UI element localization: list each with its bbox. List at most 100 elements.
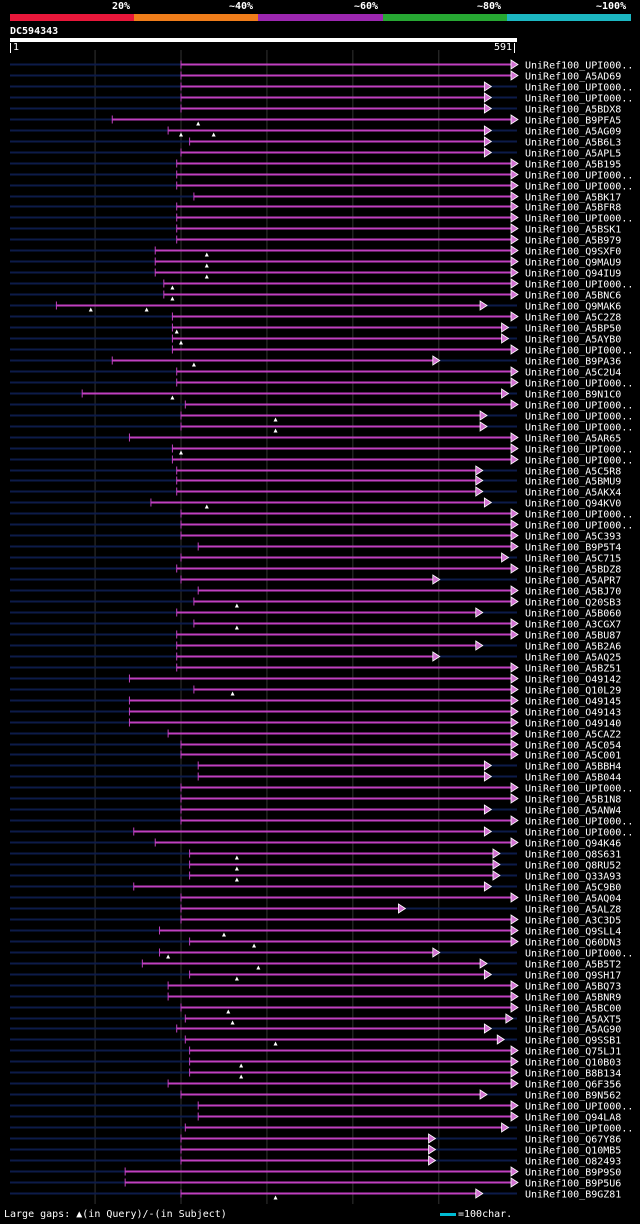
- hit-row[interactable]: UniRef100_A3CGX7: [10, 618, 621, 631]
- hit-label[interactable]: UniRef100_UPI000..: [525, 412, 633, 423]
- hit-label[interactable]: UniRef100_A5ALZ8: [525, 905, 621, 916]
- hit-row[interactable]: UniRef100_UPI000..: [10, 180, 633, 193]
- hit-row[interactable]: UniRef100_Q67Y86: [10, 1133, 621, 1146]
- hit-label[interactable]: UniRef100_Q9SXF0: [525, 247, 621, 258]
- hit-label[interactable]: UniRef100_UPI000..: [525, 828, 633, 839]
- hit-row[interactable]: UniRef100_A5AG09: [10, 125, 621, 138]
- hit-row[interactable]: UniRef100_A5BQ73: [10, 980, 621, 993]
- hit-label[interactable]: UniRef100_UPI000..: [525, 94, 633, 105]
- hit-row[interactable]: UniRef100_A5AQ04: [10, 892, 621, 905]
- hit-label[interactable]: UniRef100_UPI000..: [525, 521, 633, 532]
- hit-row[interactable]: UniRef100_B9P5T4: [10, 541, 621, 554]
- hit-label[interactable]: UniRef100_Q6F356: [525, 1080, 621, 1091]
- hit-label[interactable]: UniRef100_A5C054: [525, 741, 621, 752]
- hit-row[interactable]: UniRef100_A5C2U4: [10, 366, 621, 379]
- hit-row[interactable]: UniRef100_A5ALZ8: [10, 903, 621, 916]
- hit-row[interactable]: UniRef100_B9PFA5: [10, 114, 621, 127]
- hit-row[interactable]: UniRef100_B9N1C0: [10, 388, 621, 401]
- hit-row[interactable]: UniRef100_A5BZ51: [10, 662, 621, 675]
- hit-row[interactable]: UniRef100_Q60DN3: [10, 936, 621, 949]
- hit-label[interactable]: UniRef100_A5B979: [525, 236, 621, 247]
- hit-label[interactable]: UniRef100_A5CAZ2: [525, 730, 621, 741]
- hit-label[interactable]: UniRef100_B9P5T4: [525, 543, 621, 554]
- hit-label[interactable]: UniRef100_A5C9B0: [525, 883, 621, 894]
- hit-row[interactable]: UniRef100_A5BK17: [10, 191, 621, 204]
- hit-label[interactable]: UniRef100_A5B1N8: [525, 795, 621, 806]
- hit-label[interactable]: UniRef100_A5BNC6: [525, 291, 621, 302]
- hit-label[interactable]: UniRef100_O49142: [525, 675, 621, 686]
- hit-row[interactable]: UniRef100_B9N562: [10, 1089, 621, 1102]
- hit-label[interactable]: UniRef100_A5B2A6: [525, 642, 621, 653]
- hit-row[interactable]: UniRef100_A5B979: [10, 234, 621, 247]
- hit-label[interactable]: UniRef100_UPI000..: [525, 949, 633, 960]
- hit-label[interactable]: UniRef100_B9P5U6: [525, 1179, 621, 1190]
- hit-label[interactable]: UniRef100_Q75LJ1: [525, 1047, 621, 1058]
- hit-label[interactable]: UniRef100_Q94KV0: [525, 499, 621, 510]
- hit-row[interactable]: UniRef100_A5ANW4: [10, 804, 621, 817]
- hit-row[interactable]: UniRef100_Q10L29: [10, 684, 621, 697]
- hit-label[interactable]: UniRef100_UPI000..: [525, 280, 633, 291]
- hit-row[interactable]: UniRef100_UPI000..: [10, 443, 633, 456]
- hit-row[interactable]: UniRef100_A5B2A6: [10, 640, 621, 653]
- hit-row[interactable]: UniRef100_UPI000..: [10, 169, 633, 182]
- hit-row[interactable]: UniRef100_Q94IU9: [10, 267, 621, 280]
- hit-row[interactable]: UniRef100_A5C715: [10, 552, 621, 565]
- hit-row[interactable]: UniRef100_Q10B03: [10, 1056, 621, 1069]
- hit-row[interactable]: UniRef100_UPI000..: [10, 519, 633, 532]
- hit-label[interactable]: UniRef100_UPI000..: [525, 445, 633, 456]
- hit-label[interactable]: UniRef100_B9GZ81: [525, 1190, 621, 1201]
- hit-row[interactable]: UniRef100_Q20SB3: [10, 596, 621, 609]
- hit-row[interactable]: UniRef100_Q8RU52: [10, 859, 621, 872]
- hit-row[interactable]: UniRef100_A5BFR8: [10, 201, 621, 214]
- hit-label[interactable]: UniRef100_B9PA36: [525, 357, 621, 368]
- hit-row[interactable]: UniRef100_Q8S631: [10, 848, 621, 861]
- hit-label[interactable]: UniRef100_UPI000..: [525, 379, 633, 390]
- hit-label[interactable]: UniRef100_B9PFA5: [525, 116, 621, 127]
- hit-label[interactable]: UniRef100_A5B060: [525, 609, 621, 620]
- hit-row[interactable]: UniRef100_A5BNR9: [10, 991, 621, 1004]
- hit-row[interactable]: UniRef100_B8B134: [10, 1067, 621, 1080]
- hit-label[interactable]: UniRef100_UPI000..: [525, 423, 633, 434]
- hit-row[interactable]: UniRef100_UPI000..: [10, 1122, 633, 1135]
- hit-row[interactable]: UniRef100_Q9SLL4: [10, 925, 621, 938]
- hit-label[interactable]: UniRef100_A5BSK1: [525, 225, 621, 236]
- hit-row[interactable]: UniRef100_A5AG90: [10, 1023, 621, 1036]
- hit-label[interactable]: UniRef100_Q33A93: [525, 872, 621, 883]
- hit-label[interactable]: UniRef100_A5BDZ8: [525, 565, 621, 576]
- hit-row[interactable]: UniRef100_A5AYB0: [10, 333, 621, 346]
- hit-label[interactable]: UniRef100_UPI000..: [525, 784, 633, 795]
- hit-row[interactable]: UniRef100_Q10MB5: [10, 1144, 621, 1157]
- hit-row[interactable]: UniRef100_Q75LJ1: [10, 1045, 621, 1058]
- hit-label[interactable]: UniRef100_B9N1C0: [525, 390, 621, 401]
- hit-label[interactable]: UniRef100_O49145: [525, 697, 621, 708]
- hit-row[interactable]: UniRef100_A5B6L3: [10, 136, 621, 149]
- hit-label[interactable]: UniRef100_UPI000..: [525, 1124, 633, 1135]
- hit-label[interactable]: UniRef100_UPI000..: [525, 83, 633, 94]
- hit-row[interactable]: UniRef100_O49140: [10, 717, 621, 730]
- hit-label[interactable]: UniRef100_A5BFR8: [525, 203, 621, 214]
- hit-row[interactable]: UniRef100_O49142: [10, 673, 621, 686]
- hit-label[interactable]: UniRef100_A5BDX8: [525, 105, 621, 116]
- hit-row[interactable]: UniRef100_A5B044: [10, 771, 621, 784]
- hit-row[interactable]: UniRef100_UPI000..: [10, 278, 633, 291]
- hit-row[interactable]: UniRef100_A5C2Z8: [10, 311, 621, 324]
- hit-row[interactable]: UniRef100_UPI000..: [10, 1100, 633, 1113]
- hit-row[interactable]: UniRef100_UPI000..: [10, 212, 633, 225]
- hit-label[interactable]: UniRef100_B9N562: [525, 1091, 621, 1102]
- hit-row[interactable]: UniRef100_A5BDZ8: [10, 563, 621, 576]
- hit-label[interactable]: UniRef100_Q9SLL4: [525, 927, 621, 938]
- hit-label[interactable]: UniRef100_UPI000..: [525, 510, 633, 521]
- hit-row[interactable]: UniRef100_A5BMU9: [10, 475, 621, 488]
- hit-label[interactable]: UniRef100_A3CGX7: [525, 620, 621, 631]
- hit-row[interactable]: UniRef100_UPI000..: [10, 815, 633, 828]
- hit-label[interactable]: UniRef100_O82493: [525, 1157, 621, 1168]
- hit-label[interactable]: UniRef100_A5AD69: [525, 72, 621, 83]
- hit-label[interactable]: UniRef100_Q67Y86: [525, 1135, 621, 1146]
- hit-label[interactable]: UniRef100_Q8RU52: [525, 861, 621, 872]
- hit-row[interactable]: UniRef100_UPI000..: [10, 826, 633, 839]
- hit-label[interactable]: UniRef100_A5BU87: [525, 631, 621, 642]
- hit-label[interactable]: UniRef100_A5C715: [525, 554, 621, 565]
- hit-label[interactable]: UniRef100_UPI000..: [525, 214, 633, 225]
- hit-row[interactable]: UniRef100_A5APL5: [10, 147, 621, 160]
- hit-label[interactable]: UniRef100_Q9MAU9: [525, 258, 621, 269]
